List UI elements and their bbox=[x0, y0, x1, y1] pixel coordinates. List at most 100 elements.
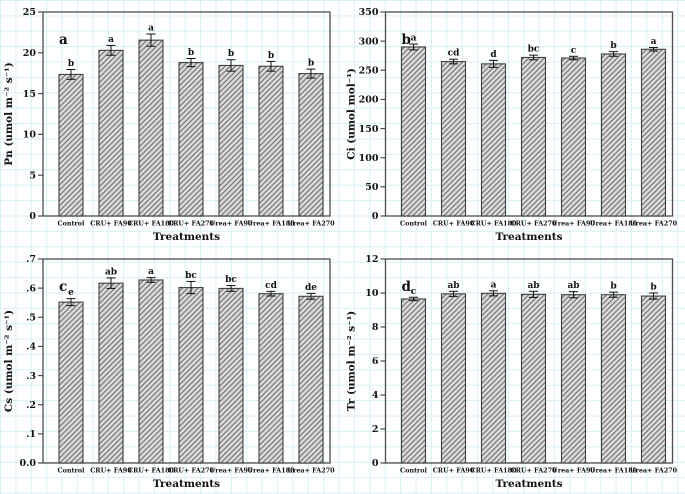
bar-urea-fa270 bbox=[298, 73, 324, 217]
bar-control bbox=[400, 46, 427, 217]
y-tick-label: 150 bbox=[359, 124, 379, 135]
panel-a: 0 5 10 15 20 25 Pn (umol m⁻² s⁻¹) a b Control a CRU… bbox=[0, 0, 342, 247]
y-tick-label: .2 bbox=[26, 400, 36, 411]
bar-cru-fa90 bbox=[98, 49, 124, 217]
bar-cru-fa180 bbox=[138, 39, 164, 217]
bar-urea-fa270 bbox=[640, 48, 667, 217]
panel-letter: c bbox=[59, 279, 67, 295]
panel-c: 0.0 .1 .2 .3 .4 .5 .6 .7 Cs (umol m⁻² s⁻¹) c e Cont… bbox=[0, 247, 342, 494]
x-tick-label: Urea+ FA270 bbox=[287, 467, 335, 475]
y-axis-label: Pn (umol m⁻² s⁻¹) bbox=[3, 62, 15, 165]
significance-letter: bc bbox=[185, 271, 197, 281]
y-tick-label: 20 bbox=[23, 48, 37, 59]
significance-letter: a bbox=[491, 280, 497, 290]
bar-urea-fa180 bbox=[600, 53, 627, 217]
significance-letter: ab bbox=[447, 281, 459, 291]
x-tick-label: Urea+ FA180 bbox=[590, 220, 638, 228]
y-tick-label: 12 bbox=[365, 254, 378, 265]
significance-letter: e bbox=[68, 288, 74, 298]
panel-c-chart: 0.0 .1 .2 .3 .4 .5 .6 .7 Cs (umol m⁻² s⁻¹) c e Cont… bbox=[3, 254, 335, 490]
significance-letter: b bbox=[188, 48, 194, 58]
significance-letter: b bbox=[650, 283, 656, 293]
y-tick-label: 10 bbox=[365, 288, 379, 299]
panel-a-chart: 0 5 10 15 20 25 Pn (umol m⁻² s⁻¹) a b Control a CRU… bbox=[3, 7, 335, 243]
y-tick-label: 2 bbox=[372, 424, 379, 435]
significance-letter: ab bbox=[105, 267, 117, 277]
y-tick-label: 100 bbox=[359, 153, 379, 164]
bar-cru-fa180 bbox=[480, 63, 507, 217]
y-tick-label: 250 bbox=[359, 65, 379, 76]
bar-cru-fa270 bbox=[178, 287, 204, 464]
significance-letter: b bbox=[228, 49, 234, 59]
x-axis-label: Treatments bbox=[153, 478, 220, 490]
y-tick-label: 6 bbox=[372, 356, 379, 367]
significance-letter: cd bbox=[265, 281, 277, 291]
x-tick-label: Control bbox=[57, 220, 85, 228]
panel-letter: b bbox=[402, 32, 411, 48]
bar-cru-fa270 bbox=[178, 62, 204, 217]
bar-cru-fa270 bbox=[520, 293, 547, 464]
bar-cru-fa270 bbox=[520, 56, 547, 217]
bar-urea-fa90 bbox=[560, 294, 587, 464]
significance-letter: b bbox=[610, 41, 616, 51]
significance-letter: a bbox=[108, 35, 114, 45]
bar-cru-fa90 bbox=[440, 293, 467, 464]
y-tick-label: .3 bbox=[26, 371, 36, 382]
x-tick-label: CRU+ FA270 bbox=[510, 220, 557, 228]
panel-letter: a bbox=[59, 32, 68, 48]
x-tick-label: CRU+ FA180 bbox=[470, 467, 517, 475]
significance-letter: cd bbox=[448, 49, 460, 59]
significance-letter: a bbox=[148, 267, 154, 277]
significance-letter: bc bbox=[528, 45, 540, 55]
y-tick-label: 15 bbox=[23, 89, 36, 100]
significance-letter: ab bbox=[527, 281, 539, 291]
bar-control bbox=[400, 298, 427, 464]
x-tick-label: CRU+ FA90 bbox=[433, 467, 475, 475]
x-tick-label: Control bbox=[57, 467, 85, 475]
bar-urea-fa270 bbox=[298, 295, 324, 464]
y-tick-label: .7 bbox=[26, 254, 36, 265]
significance-letter: de bbox=[305, 283, 317, 293]
significance-letter: b bbox=[68, 59, 74, 69]
bar-control bbox=[58, 73, 84, 217]
x-tick-label: CRU+ FA270 bbox=[168, 467, 215, 475]
x-tick-label: CRU+ FA180 bbox=[470, 220, 517, 228]
y-tick-label: .1 bbox=[26, 429, 36, 440]
x-axis-label: Treatments bbox=[495, 478, 562, 490]
x-tick-label: Urea+ FA90 bbox=[210, 467, 253, 475]
bar-urea-fa90 bbox=[218, 287, 244, 464]
y-tick-label: 0 bbox=[372, 211, 379, 222]
x-tick-label: CRU+ FA90 bbox=[433, 220, 475, 228]
y-tick-label: 300 bbox=[359, 36, 379, 47]
significance-letter: b bbox=[268, 51, 274, 61]
bar-urea-fa180 bbox=[258, 293, 284, 464]
y-tick-label: 0 bbox=[372, 458, 379, 469]
y-tick-label: .5 bbox=[26, 312, 36, 323]
y-tick-label: 25 bbox=[23, 7, 36, 18]
bar-control bbox=[58, 301, 84, 464]
y-tick-label: 5 bbox=[29, 170, 36, 181]
x-tick-label: CRU+ FA90 bbox=[90, 467, 132, 475]
x-tick-label: CRU+ FA180 bbox=[128, 220, 175, 228]
y-tick-label: .6 bbox=[26, 283, 36, 294]
x-tick-label: CRU+ FA180 bbox=[128, 467, 175, 475]
x-tick-label: CRU+ FA270 bbox=[168, 220, 215, 228]
x-tick-label: Urea+ FA180 bbox=[590, 467, 638, 475]
y-axis-label: Tr (umol m⁻² s⁻¹) bbox=[346, 311, 358, 412]
x-tick-label: Urea+ FA270 bbox=[287, 220, 335, 228]
y-tick-label: 50 bbox=[365, 182, 379, 193]
y-tick-label: 0.0 bbox=[19, 458, 36, 469]
x-tick-label: Urea+ FA180 bbox=[247, 467, 295, 475]
y-tick-label: 200 bbox=[359, 95, 379, 106]
significance-letter: a bbox=[651, 37, 657, 47]
significance-letter: a bbox=[148, 24, 154, 34]
significance-letter: a bbox=[411, 34, 417, 44]
significance-letter: ab bbox=[567, 281, 579, 291]
bar-urea-fa180 bbox=[600, 294, 627, 464]
panel-letter: d bbox=[402, 279, 412, 295]
bar-urea-fa90 bbox=[218, 64, 244, 217]
y-tick-label: 0 bbox=[29, 211, 36, 222]
y-tick-label: 8 bbox=[372, 322, 379, 333]
